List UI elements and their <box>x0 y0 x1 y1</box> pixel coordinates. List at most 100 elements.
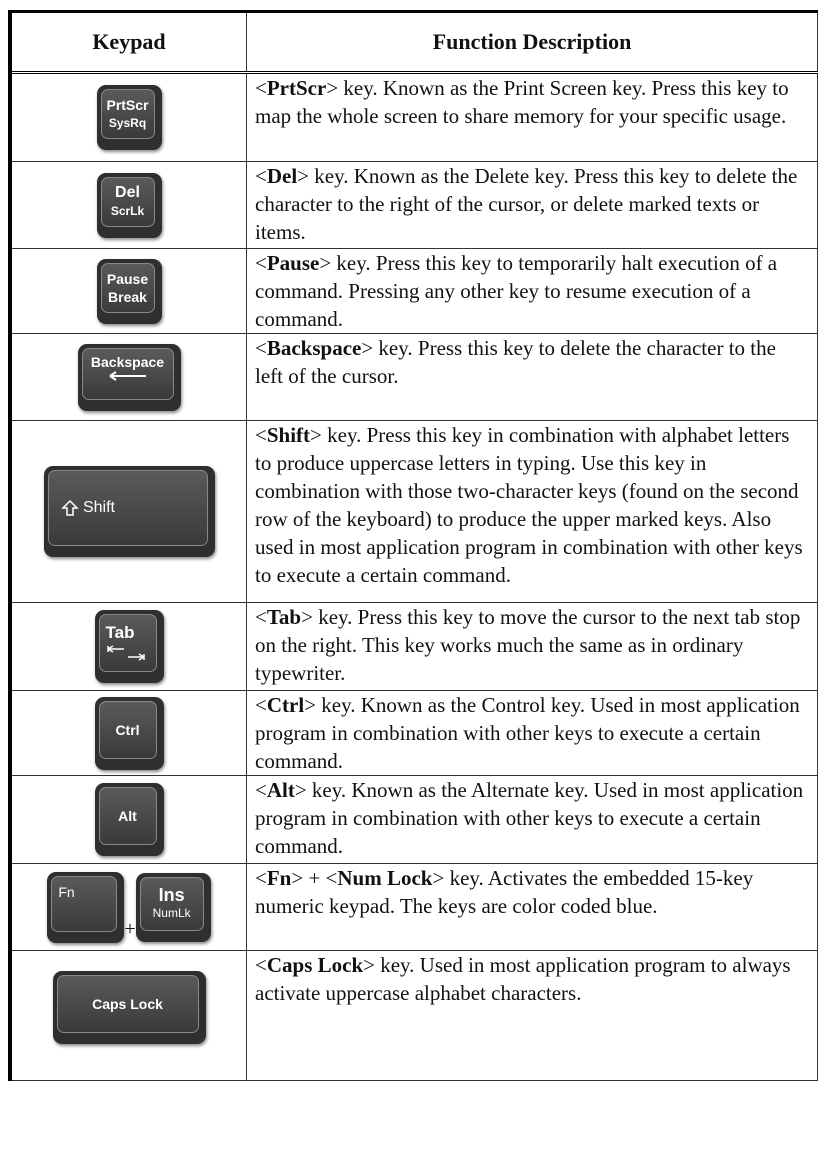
text: < <box>255 778 267 802</box>
table-row: Fn + Ins NumLk <Fn> + <Num Lock> key. Activ… <box>9 863 818 951</box>
key-label: Shift <box>82 499 115 516</box>
key-label: Del <box>115 183 140 201</box>
key-label: Caps Lock <box>92 996 163 1012</box>
plus: + <box>124 917 136 940</box>
key-label: Tab <box>105 623 135 642</box>
text: < <box>255 336 267 360</box>
description: <Alt> key. Known as the Alternate key. U… <box>246 775 818 864</box>
description: <Backspace> key. Press this key to delet… <box>246 333 818 421</box>
table-row: Tab <Tab> key. Press this key to move th… <box>9 602 818 691</box>
key-name: Caps Lock <box>266 953 364 977</box>
key: Fn <box>47 871 125 943</box>
key: Pause Break <box>96 258 162 324</box>
header-cell: Keypad <box>9 11 247 74</box>
table-cell: Pause Break <box>9 248 247 334</box>
key: Ins NumLk <box>135 872 211 942</box>
key-name: Fn <box>266 866 292 890</box>
table-cell: Del ScrLk <box>9 161 247 249</box>
key-name: Ctrl <box>266 693 305 717</box>
key-name: Backspace <box>266 336 362 360</box>
table-row: Caps Lock <Caps Lock> key. Used in most … <box>9 950 818 1081</box>
key-name: Del <box>266 164 298 188</box>
element <box>60 499 79 516</box>
element: Fn <box>51 875 118 932</box>
key-name: Tab <box>266 605 302 629</box>
text: < <box>255 605 267 629</box>
text: < <box>255 251 267 275</box>
text: < <box>255 866 267 890</box>
text: > key. Press this key to delete the char… <box>255 336 776 388</box>
table-cell: PrtScr SysRq <box>9 72 247 162</box>
text: < <box>255 164 267 188</box>
table-cell: Tab <box>9 602 247 691</box>
table-row: Pause Break <Pause> key. Press this key t… <box>9 248 818 334</box>
element <box>106 645 145 661</box>
table-row: Backspace <Backspace> key. Press this ke… <box>9 333 818 421</box>
description: <PrtScr> key. Known as the Print Screen … <box>246 72 818 162</box>
description: <Pause> key. Press this key to temporari… <box>246 248 818 334</box>
element: Alt <box>98 787 157 845</box>
text: < <box>255 76 267 100</box>
text: > key. Press this key to temporarily hal… <box>255 251 778 331</box>
table-cell: Shift <box>9 420 247 603</box>
tab-icon <box>106 645 145 661</box>
table-row: PrtScr SysRq <PrtScr> key. Known as the P… <box>9 72 818 162</box>
description: <Del> key. Known as the Delete key. Pres… <box>246 161 818 249</box>
element: Keypad Function Description PrtScr SysRq <… <box>9 11 818 1081</box>
header-row: Keypad Function Description <box>9 11 818 74</box>
text: < <box>255 423 267 447</box>
key-name: Alt <box>266 778 295 802</box>
key-label: Break <box>108 288 147 305</box>
text: < <box>255 953 267 977</box>
description: <Ctrl> key. Known as the Control key. Us… <box>246 690 818 776</box>
element: PrtScr SysRq <box>100 89 155 139</box>
element: Backspace <box>81 347 174 400</box>
key-name: Shift <box>266 423 311 447</box>
key: Backspace <box>77 343 181 411</box>
shift-icon <box>60 499 79 516</box>
key-label: ScrLk <box>110 203 145 218</box>
table-row: Del ScrLk <Del> key. Known as the Delete … <box>9 161 818 249</box>
key: Alt <box>94 783 164 856</box>
key-label: Fn <box>58 883 75 900</box>
element: Caps Lock <box>56 975 199 1033</box>
key: Del ScrLk <box>96 172 162 238</box>
element <box>108 370 146 381</box>
key-label: SysRq <box>108 116 147 130</box>
key-label: PrtScr <box>106 97 149 113</box>
text: > key. Used in most application program … <box>255 953 791 1005</box>
description: <Caps Lock> key. Used in most applicatio… <box>246 950 818 1081</box>
table-row: Ctrl <Ctrl> key. Known as the Control ke… <box>9 690 818 776</box>
text: < <box>255 693 267 717</box>
key-name: PrtScr <box>266 76 327 100</box>
key: Shift <box>43 466 215 557</box>
key-label: Ins <box>158 884 185 905</box>
key-label: Alt <box>118 808 137 824</box>
description: <Fn> + <Num Lock> key. Activates the emb… <box>246 863 818 951</box>
text: > key. Known as the Alternate key. Used … <box>255 778 804 858</box>
table-row: Shift <Shift> key. Press this key in com… <box>9 420 818 603</box>
key-label: NumLk <box>152 905 191 920</box>
key: PrtScr SysRq <box>96 85 162 150</box>
keypad-table: Keypad Function Description PrtScr SysRq <… <box>8 10 818 1081</box>
description: <Tab> key. Press this key to move the cu… <box>246 602 818 691</box>
element: Shift <box>47 470 208 546</box>
table-cell: Alt <box>9 775 247 864</box>
element: Ins NumLk <box>139 876 204 931</box>
key-label: Ctrl <box>115 721 140 738</box>
header-cell: Function Description <box>246 11 818 74</box>
text: > + < <box>291 866 338 890</box>
key-name: Pause <box>266 251 320 275</box>
key-label: Pause <box>106 270 149 287</box>
element: Ctrl <box>98 700 157 759</box>
text: > key. Press this key to move the cursor… <box>255 605 801 685</box>
table-row: Alt <Alt> key. Known as the Alternate ke… <box>9 775 818 864</box>
element: Pause Break <box>100 262 155 313</box>
key-name: Num Lock <box>337 866 433 890</box>
arrow-icon <box>108 370 146 381</box>
table-cell: Ctrl <box>9 690 247 776</box>
text: > key. Activates the embedded 15-key num… <box>255 866 754 918</box>
table-cell: Fn + Ins NumLk <box>9 863 247 951</box>
description: <Shift> key. Press this key in combinati… <box>246 420 818 603</box>
